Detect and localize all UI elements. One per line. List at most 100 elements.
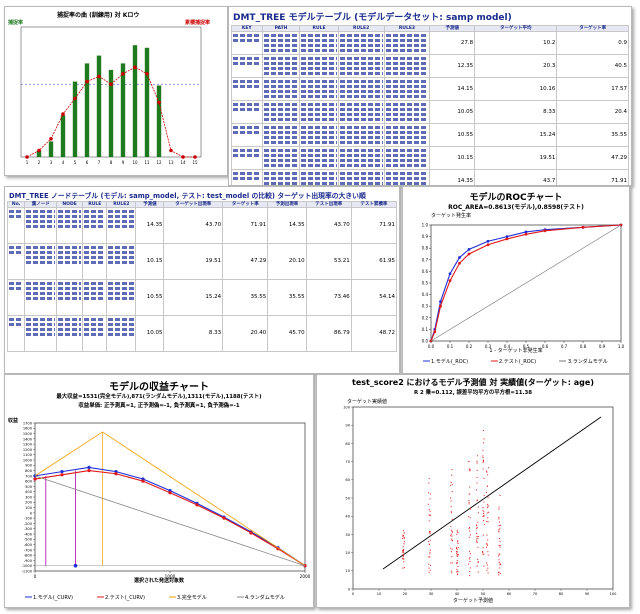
rule-text-line (339, 141, 383, 144)
table-rule-cell (383, 100, 431, 124)
lift-bar (96, 55, 102, 157)
profit-series-marker (87, 468, 91, 473)
rule-text-line (84, 220, 106, 223)
scatter-point (477, 561, 479, 563)
lift-x-tick: 12 (156, 160, 162, 165)
rule-text-line (108, 225, 135, 228)
roc-x-tick-label: 0.4 (504, 344, 511, 349)
lift-x-tick: 3 (50, 160, 53, 165)
table-row: 14.35 43.70 71.91 14.35 43.70 71.91 (6, 207, 398, 244)
node-table-panel: DMT_TREE ノードテーブル (モデル: samp_model, テスト: … (4, 186, 400, 374)
rule-text-line (233, 172, 261, 175)
scatter-point (428, 532, 430, 534)
scatter-y-tick-label: 50 (345, 496, 350, 500)
scatter-point (476, 535, 478, 537)
scatter-point (468, 563, 470, 565)
lift-cumulative-marker (109, 82, 113, 86)
profit-series-marker (114, 472, 118, 476)
scatter-point (468, 501, 470, 503)
scatter-point (482, 551, 484, 553)
table-rule-cell (56, 315, 84, 352)
lift-cumulative-line (26, 66, 195, 158)
scatter-point (498, 506, 500, 508)
lift-cumulative-marker (37, 148, 41, 153)
scatter-x-tick-label: 40 (455, 592, 460, 596)
scatter-x-tick-label: 10 (377, 592, 382, 596)
scatter-point (402, 550, 404, 552)
table-rule-cell (299, 169, 339, 185)
scatter-point (402, 553, 404, 555)
table-value-cell: 43.7 (474, 169, 558, 185)
roc-series-marker (543, 229, 547, 233)
table-value-cell: 14.35 (267, 207, 307, 244)
rule-text-line (84, 318, 106, 321)
table-rule-cell (106, 207, 137, 244)
model-table-panel: DMT_TREE モデルテーブル (モデルデータセット: samp model)… (228, 6, 632, 186)
scatter-point (498, 525, 500, 527)
rule-text-line (301, 72, 337, 75)
roc-y-tick-label: 0.9 (422, 234, 429, 239)
scatter-point (402, 546, 404, 548)
rule-text-line (385, 103, 429, 106)
scatter-point (451, 562, 453, 564)
rule-text-line (263, 113, 299, 116)
rule-text-line (301, 108, 337, 111)
scatter-point (499, 564, 501, 566)
table-value-cell: 17.57 (556, 77, 629, 101)
profit-y-tick-label: 100 (25, 506, 33, 510)
lift-cumulative-marker (145, 72, 149, 76)
rule-text-line (263, 172, 299, 175)
roc-legend: 1.モデル(_ROC) 2.テスト(_ROC) 3.ランダムモデル (403, 358, 629, 368)
scatter-point (457, 554, 459, 556)
table-rule-cell (261, 169, 301, 185)
scatter-point (476, 462, 478, 464)
table-value-cell: 20.10 (267, 243, 307, 280)
rule-text-line (108, 282, 135, 285)
rule-text-line (26, 297, 56, 300)
rule-text-line (58, 256, 82, 259)
lift-bar (156, 85, 162, 157)
scatter-point (483, 515, 485, 517)
scatter-point (451, 540, 453, 542)
profit-series-marker (60, 473, 64, 477)
profit-y-tick-label: -400 (24, 532, 33, 536)
scatter-point (476, 527, 478, 529)
rule-text-line (301, 136, 337, 139)
scatter-point (482, 515, 484, 517)
rule-text-line (233, 131, 261, 134)
profit-legend-model: 1.モデル(_CURV) (33, 595, 73, 601)
rule-text-line (84, 328, 106, 331)
lift-cumulative-marker (193, 155, 197, 159)
profit-y-tick-label: 700 (25, 474, 33, 478)
rule-text-line (385, 113, 429, 116)
scatter-point (483, 515, 485, 517)
scatter-point (469, 570, 471, 572)
lift-x-tick: 11 (144, 160, 150, 165)
scatter-point (468, 503, 470, 505)
rule-text-line (263, 44, 299, 47)
rule-text-line (385, 67, 429, 70)
rule-text-line (339, 90, 383, 93)
scatter-point (482, 468, 484, 470)
rule-text-line (84, 251, 106, 254)
lift-chart-title: 捕捉率の曲 (訓練用) 対 Kロウ (57, 12, 140, 19)
table-value-cell: 53.21 (305, 243, 352, 280)
rule-text-line (385, 118, 429, 121)
rule-text-line (301, 49, 337, 52)
table-rule-cell (231, 146, 263, 170)
table-rule-cell (56, 279, 84, 316)
rule-text-line (385, 164, 429, 167)
scatter-point (476, 524, 478, 526)
rule-text-line (84, 333, 106, 336)
rule-text-line (84, 215, 106, 218)
scatter-point (469, 567, 471, 569)
scatter-point (429, 493, 431, 495)
table-rule-cell (82, 207, 108, 244)
scatter-point (486, 520, 488, 522)
rule-text-line (263, 154, 299, 157)
table-rule-cell (82, 279, 108, 316)
scatter-point (487, 505, 489, 507)
rule-text-line (339, 164, 383, 167)
table-rule-cell (82, 243, 108, 280)
lift-cumulative-marker (73, 96, 77, 101)
